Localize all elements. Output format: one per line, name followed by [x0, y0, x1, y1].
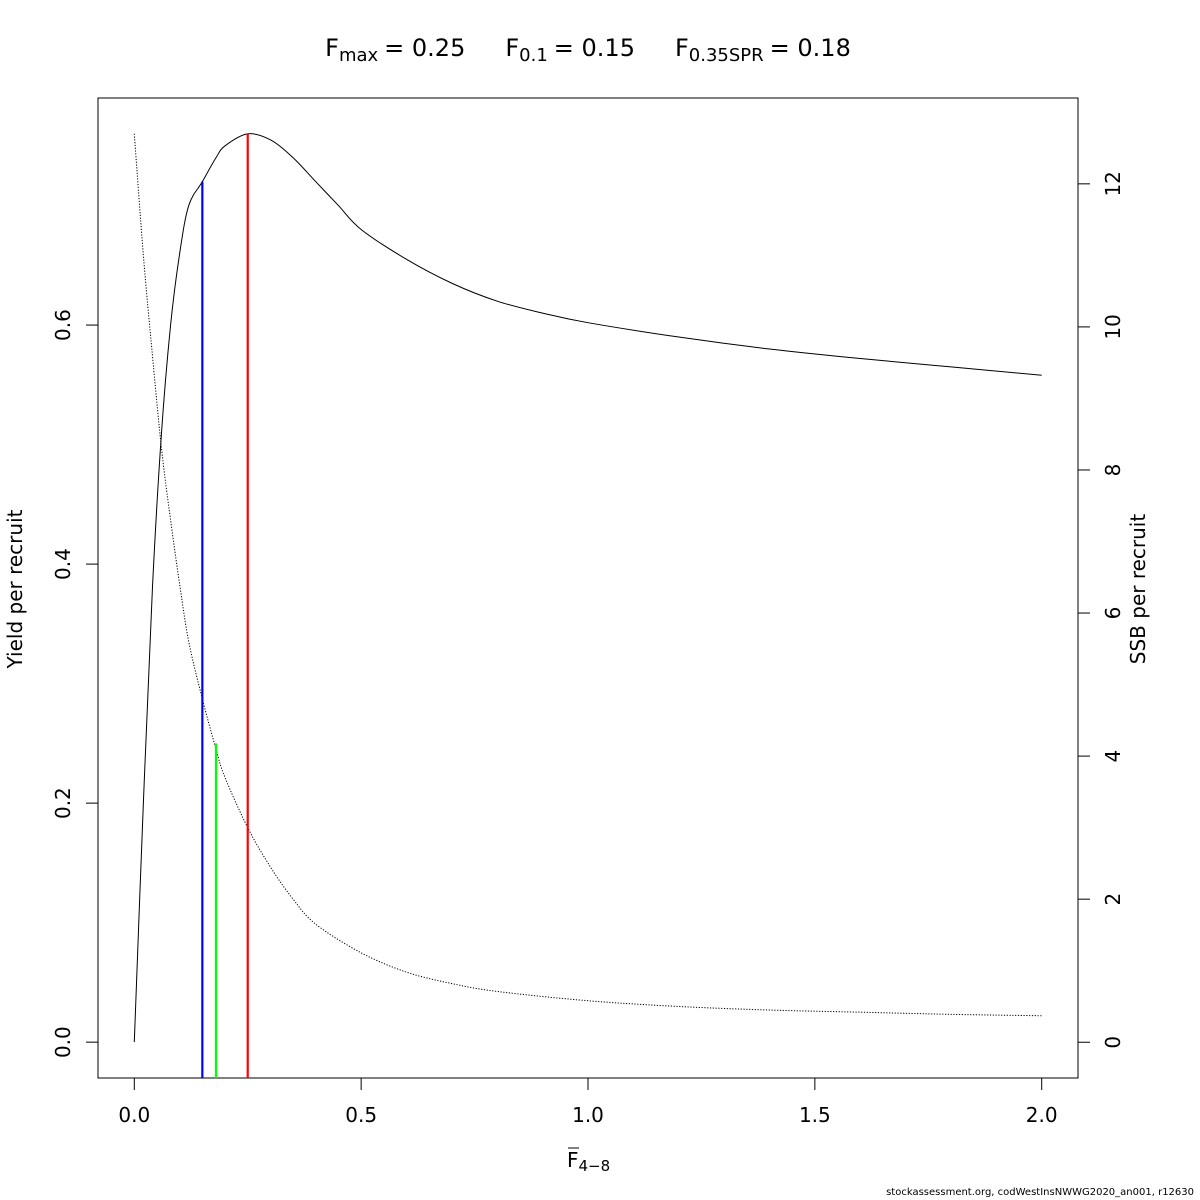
y-left-tick-label: 0.0 [51, 1026, 75, 1058]
x-tick-label: 0.5 [345, 1103, 377, 1127]
title-f01-base: F [505, 34, 519, 62]
title-fmax-sub: max [339, 45, 379, 66]
yield-per-recruit-line [133, 133, 1042, 1043]
title-fmax-value: = 0.25 [384, 34, 465, 62]
y-right-tick-label: 4 [1101, 750, 1125, 763]
y-right-tick-label: 10 [1101, 314, 1125, 339]
chart-title: Fmax = 0.25 F0.1 = 0.15 F0.35SPR = 0.18 [325, 34, 851, 66]
y-left-tick-label: 0.4 [51, 548, 75, 580]
x-axis: 0.0 0.5 1.0 1.5 2.0 [118, 1077, 1058, 1127]
title-f01-sub: 0.1 [519, 45, 548, 66]
title-fmax-base: F [325, 34, 339, 62]
y-left-tick-label: 0.6 [51, 309, 75, 341]
x-axis-label-sub: 4−8 [579, 1157, 611, 1175]
y-right-tick-label: 12 [1101, 171, 1125, 196]
y-right-axis: 0 2 4 6 8 10 12 [1077, 171, 1125, 1049]
y-left-axis-label: Yield per recruit [3, 509, 27, 669]
y-right-axis-label: SSB per recruit [1126, 514, 1150, 665]
footer-credit: stockassessment.org, codWestInsNWWG2020_… [886, 1187, 1194, 1198]
reference-lines [201, 133, 249, 1078]
x-tick-label: 0.0 [118, 1103, 150, 1127]
y-right-tick-label: 2 [1101, 893, 1125, 906]
y-right-tick-label: 8 [1101, 464, 1125, 477]
y-right-tick-label: 0 [1101, 1036, 1125, 1049]
y-right-tick-label: 6 [1101, 607, 1125, 620]
x-tick-label: 1.0 [572, 1103, 604, 1127]
y-left-tick-label: 0.2 [51, 787, 75, 819]
series-layer [133, 133, 1042, 1043]
x-axis-label: F4−8 [567, 1147, 610, 1175]
x-axis-label-base: F [567, 1148, 579, 1172]
x-tick-label: 1.5 [799, 1103, 831, 1127]
svg-text:F4−8: F4−8 [567, 1148, 610, 1175]
title-fspr-value: = 0.18 [770, 34, 851, 62]
title-f01-value: = 0.15 [554, 34, 635, 62]
plot-frame [97, 97, 1079, 1079]
title-fspr-base: F [675, 34, 689, 62]
y-left-axis: 0.0 0.2 0.4 0.6 [51, 309, 99, 1058]
ssb-per-recruit-line [133, 133, 1042, 1017]
title-fspr-sub: 0.35SPR [689, 45, 764, 66]
x-tick-label: 2.0 [1026, 1103, 1058, 1127]
